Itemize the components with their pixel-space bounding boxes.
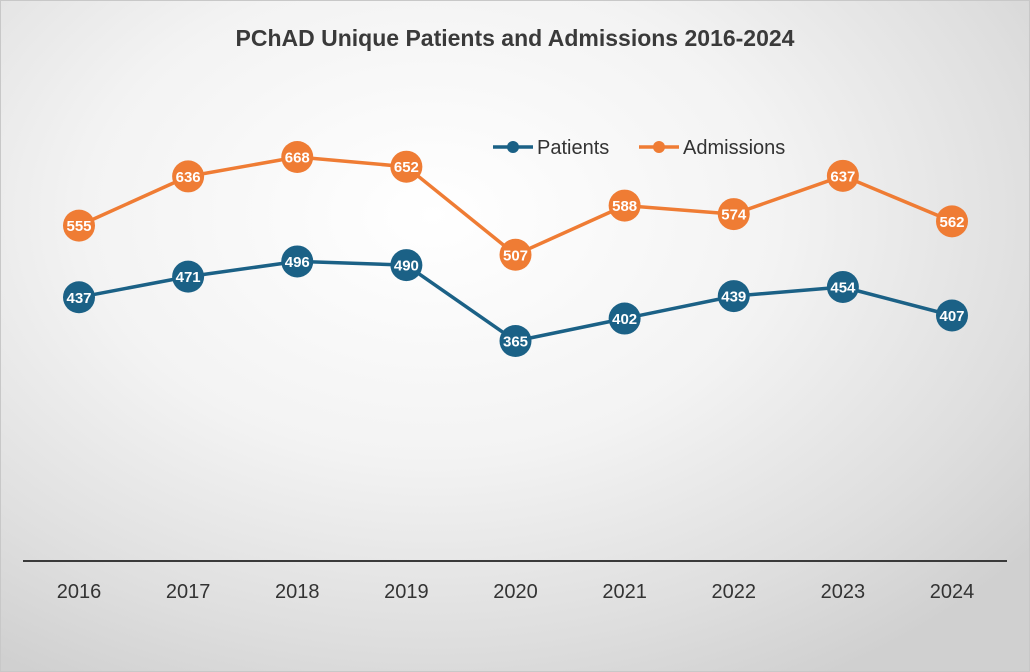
patients-data-label: 402	[612, 311, 637, 328]
patients-marker	[608, 302, 641, 335]
admissions-point-2023: 637	[826, 159, 859, 192]
patients-data-label: 437	[66, 290, 91, 307]
admissions-data-label: 574	[721, 207, 747, 224]
patients-marker	[63, 281, 95, 314]
x-tick-label-2021: 2021	[602, 581, 647, 603]
x-tick-label-2024: 2024	[930, 581, 975, 603]
admissions-marker	[390, 150, 423, 183]
patients-point-2018: 496	[281, 245, 314, 278]
patients-point-2024: 407	[936, 299, 968, 332]
patients-marker	[826, 270, 859, 303]
patients-data-label: 365	[503, 334, 528, 351]
x-tick-label-2020: 2020	[493, 581, 538, 603]
admissions-data-label: 668	[285, 150, 310, 167]
patients-point-2016: 437	[63, 281, 95, 314]
patients-point-2019: 490	[390, 249, 423, 282]
admissions-data-label: 555	[66, 218, 91, 235]
admissions-marker	[172, 160, 205, 193]
legend: Patients Admissions	[493, 137, 785, 159]
patients-data-label: 490	[394, 258, 419, 275]
admissions-data-label: 636	[176, 169, 201, 186]
admissions-marker	[499, 238, 532, 271]
patients-marker	[717, 280, 750, 313]
chart-title: PChAD Unique Patients and Admissions 201…	[236, 25, 795, 51]
legend-item-patients: Patients	[493, 137, 609, 159]
patients-point-2017: 471	[172, 260, 205, 293]
patients-point-2021: 402	[608, 302, 641, 335]
patients-marker	[936, 299, 968, 332]
admissions-point-2019: 652	[390, 150, 423, 183]
legend-label: Admissions	[683, 137, 785, 159]
patients-data-label: 439	[721, 289, 746, 306]
admissions-point-2022: 574	[717, 198, 750, 231]
patients-marker	[281, 245, 314, 278]
admissions-point-2024: 562	[936, 205, 968, 238]
admissions-data-label: 562	[939, 214, 964, 231]
x-tick-label-2016: 2016	[57, 581, 102, 603]
patients-data-label: 496	[285, 254, 310, 271]
x-tick-label-2018: 2018	[275, 581, 320, 603]
admissions-data-label: 637	[830, 168, 855, 185]
patients-marker	[499, 325, 532, 357]
patients-point-2022: 439	[717, 280, 750, 313]
admissions-data-label: 652	[394, 159, 419, 176]
admissions-marker	[826, 159, 859, 192]
admissions-point-2018: 668	[281, 141, 314, 173]
legend-swatch-marker	[507, 141, 519, 153]
admissions-point-2016: 555	[63, 209, 95, 242]
x-tick-label-2019: 2019	[384, 581, 429, 603]
x-tick-label-2023: 2023	[821, 581, 866, 603]
admissions-point-2021: 588	[608, 189, 641, 222]
admissions-marker	[936, 205, 968, 238]
legend-swatch-marker	[653, 141, 665, 153]
x-tick-label-2022: 2022	[712, 581, 757, 603]
patients-data-label: 407	[939, 308, 964, 325]
patients-marker	[172, 260, 205, 293]
series-points: 437 471 496 490 365 402 439 454 407 555 636 668 652 5…	[63, 141, 968, 357]
x-axis-ticks: 2016 2017 2018 2019 2020 2021 2022 2023 2024	[57, 581, 975, 603]
legend-item-admissions: Admissions	[639, 137, 785, 159]
patients-data-label: 471	[176, 269, 201, 286]
admissions-marker	[281, 141, 314, 173]
patients-data-label: 454	[830, 279, 856, 296]
admissions-marker	[63, 209, 95, 242]
patients-point-2023: 454	[826, 270, 859, 303]
legend-label: Patients	[537, 137, 609, 159]
admissions-marker	[608, 189, 641, 222]
admissions-point-2020: 507	[499, 238, 532, 271]
admissions-point-2017: 636	[172, 160, 205, 193]
admissions-marker	[717, 198, 750, 231]
admissions-data-label: 507	[503, 247, 528, 264]
patients-marker	[390, 249, 423, 282]
admissions-data-label: 588	[612, 198, 637, 215]
patients-point-2020: 365	[499, 325, 532, 357]
x-tick-label-2017: 2017	[166, 581, 211, 603]
